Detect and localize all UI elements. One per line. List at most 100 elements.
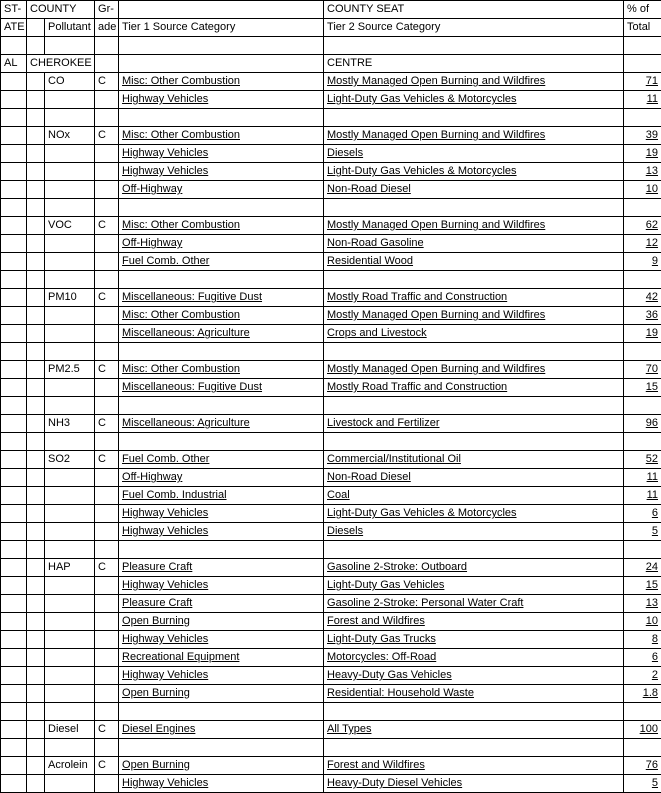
pct-cell: 9 bbox=[624, 253, 661, 271]
tier2-cell: Diesels bbox=[324, 145, 624, 163]
tier2-cell: Heavy-Duty Diesel Vehicles bbox=[324, 775, 624, 793]
tier2-cell: Residential: Household Waste bbox=[324, 685, 624, 703]
state-code: AL bbox=[1, 55, 27, 73]
tier1-cell: Fuel Comb. Other bbox=[119, 451, 324, 469]
tier1-cell: Open Burning bbox=[119, 613, 324, 631]
pct-cell: 6 bbox=[624, 649, 661, 667]
tier1-cell: Open Burning bbox=[119, 757, 324, 775]
grade: C bbox=[95, 361, 119, 379]
pct-cell: 70 bbox=[624, 361, 661, 379]
hdr-pollutant: Pollutant bbox=[45, 19, 95, 37]
tier1-cell: Pleasure Craft bbox=[119, 595, 324, 613]
tier1-cell: Fuel Comb. Other bbox=[119, 253, 324, 271]
pct-cell: 52 bbox=[624, 451, 661, 469]
tier2-cell: Motorcycles: Off-Road bbox=[324, 649, 624, 667]
pollutant: PM2.5 bbox=[45, 361, 95, 379]
pct-cell: 11 bbox=[624, 91, 661, 109]
grade: C bbox=[95, 415, 119, 433]
tier2-cell: Mostly Managed Open Burning and Wildfire… bbox=[324, 217, 624, 235]
tier1-cell: Pleasure Craft bbox=[119, 559, 324, 577]
pct-cell: 13 bbox=[624, 595, 661, 613]
pollutant: PM10 bbox=[45, 289, 95, 307]
tier2-cell: Crops and Livestock bbox=[324, 325, 624, 343]
pct-cell: 24 bbox=[624, 559, 661, 577]
tier2-cell: Non-Road Diesel bbox=[324, 469, 624, 487]
tier1-cell: Highway Vehicles bbox=[119, 667, 324, 685]
pollutant: Acrolein bbox=[45, 757, 95, 775]
grade: C bbox=[95, 757, 119, 775]
tier1-cell: Highway Vehicles bbox=[119, 505, 324, 523]
pct-cell: 13 bbox=[624, 163, 661, 181]
hdr-county-seat: COUNTY SEAT bbox=[324, 1, 624, 19]
tier1-cell: Misc: Other Combustion bbox=[119, 217, 324, 235]
tier1-cell: Highway Vehicles bbox=[119, 631, 324, 649]
pct-cell: 71 bbox=[624, 73, 661, 91]
tier2-cell: Mostly Managed Open Burning and Wildfire… bbox=[324, 307, 624, 325]
pct-cell: 19 bbox=[624, 145, 661, 163]
tier1-cell: Highway Vehicles bbox=[119, 577, 324, 595]
tier1-cell: Highway Vehicles bbox=[119, 91, 324, 109]
pct-cell: 2 bbox=[624, 667, 661, 685]
tier2-cell: Light-Duty Gas Vehicles & Motorcycles bbox=[324, 505, 624, 523]
tier1-cell: Miscellaneous: Agriculture bbox=[119, 325, 324, 343]
pct-cell: 42 bbox=[624, 289, 661, 307]
tier1-cell: Miscellaneous: Agriculture bbox=[119, 415, 324, 433]
pct-cell: 96 bbox=[624, 415, 661, 433]
tier1-cell: Misc: Other Combustion bbox=[119, 127, 324, 145]
tier2-cell: Gasoline 2-Stroke: Personal Water Craft bbox=[324, 595, 624, 613]
pct-cell: 36 bbox=[624, 307, 661, 325]
tier1-cell: Off-Highway bbox=[119, 469, 324, 487]
tier2-cell: Light-Duty Gas Vehicles & Motorcycles bbox=[324, 91, 624, 109]
grade: C bbox=[95, 73, 119, 91]
hdr-tier2: Tier 2 Source Category bbox=[324, 19, 624, 37]
tier2-cell: Mostly Road Traffic and Construction bbox=[324, 289, 624, 307]
tier2-cell: Livestock and Fertilizer bbox=[324, 415, 624, 433]
tier2-cell: Mostly Managed Open Burning and Wildfire… bbox=[324, 361, 624, 379]
pct-cell: 5 bbox=[624, 775, 661, 793]
tier2-cell: Light-Duty Gas Vehicles & Motorcycles bbox=[324, 163, 624, 181]
tier2-cell: Forest and Wildfires bbox=[324, 757, 624, 775]
tier1-cell: Misc: Other Combustion bbox=[119, 73, 324, 91]
tier2-cell: Gasoline 2-Stroke: Outboard bbox=[324, 559, 624, 577]
tier2-cell: Light-Duty Gas Trucks bbox=[324, 631, 624, 649]
hdr-county: COUNTY bbox=[27, 1, 95, 19]
county-seat: CENTRE bbox=[324, 55, 624, 73]
tier2-cell: Diesels bbox=[324, 523, 624, 541]
grade: C bbox=[95, 127, 119, 145]
tier1-cell: Diesel Engines bbox=[119, 721, 324, 739]
tier2-cell: Mostly Managed Open Burning and Wildfire… bbox=[324, 127, 624, 145]
tier2-cell: Commercial/Institutional Oil bbox=[324, 451, 624, 469]
tier1-cell: Misc: Other Combustion bbox=[119, 361, 324, 379]
tier2-cell: Mostly Road Traffic and Construction bbox=[324, 379, 624, 397]
tier1-cell: Highway Vehicles bbox=[119, 163, 324, 181]
pollutant: CO bbox=[45, 73, 95, 91]
pct-cell: 1.8 bbox=[624, 685, 661, 703]
pct-cell: 39 bbox=[624, 127, 661, 145]
tier1-cell: Highway Vehicles bbox=[119, 145, 324, 163]
pollutant: NOx bbox=[45, 127, 95, 145]
tier1-cell: Open Burning bbox=[119, 685, 324, 703]
tier1-cell: Fuel Comb. Industrial bbox=[119, 487, 324, 505]
pct-cell: 10 bbox=[624, 181, 661, 199]
tier2-cell: Coal bbox=[324, 487, 624, 505]
pct-cell: 100 bbox=[624, 721, 661, 739]
pollutant: NH3 bbox=[45, 415, 95, 433]
pct-cell: 76 bbox=[624, 757, 661, 775]
tier1-cell: Misc: Other Combustion bbox=[119, 307, 324, 325]
tier1-cell: Highway Vehicles bbox=[119, 523, 324, 541]
tier1-cell: Miscellaneous: Fugitive Dust bbox=[119, 379, 324, 397]
pollutant: Diesel bbox=[45, 721, 95, 739]
hdr-grade: Gr- bbox=[95, 1, 119, 19]
tier1-cell: Highway Vehicles bbox=[119, 775, 324, 793]
grade: C bbox=[95, 217, 119, 235]
tier1-cell: Off-Highway bbox=[119, 235, 324, 253]
tier2-cell: Residential Wood bbox=[324, 253, 624, 271]
pct-cell: 62 bbox=[624, 217, 661, 235]
tier2-cell: Light-Duty Gas Vehicles bbox=[324, 577, 624, 595]
tier2-cell: Forest and Wildfires bbox=[324, 613, 624, 631]
tier1-cell: Recreational Equipment bbox=[119, 649, 324, 667]
pct-cell: 15 bbox=[624, 577, 661, 595]
pct-cell: 19 bbox=[624, 325, 661, 343]
pollutant: SO2 bbox=[45, 451, 95, 469]
tier2-cell: Non-Road Gasoline bbox=[324, 235, 624, 253]
